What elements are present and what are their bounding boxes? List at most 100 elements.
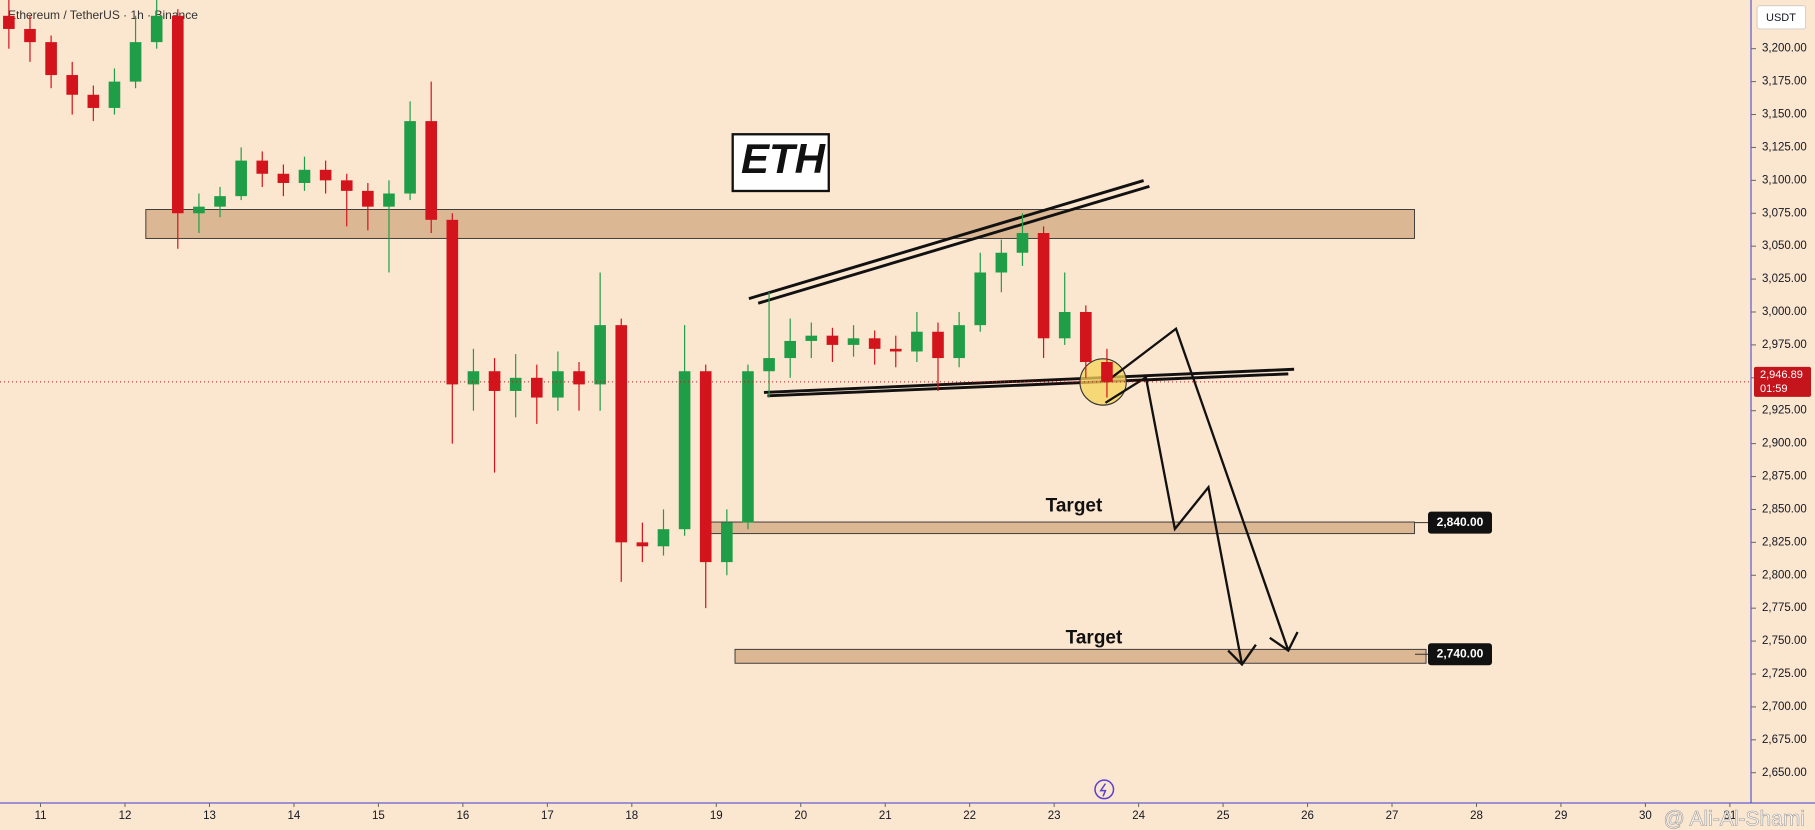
x-tick-label: 24	[1132, 810, 1145, 822]
candle-body	[995, 252, 1008, 273]
y-tick-label: 2,875.00	[1762, 471, 1807, 483]
candle-body	[277, 173, 290, 183]
trend-line	[748, 179, 1145, 301]
candle-body	[319, 169, 332, 181]
currency: USDT	[1766, 12, 1796, 24]
y-tick-label: 2,675.00	[1762, 734, 1807, 746]
candle-body	[235, 160, 247, 197]
candle-body	[404, 121, 416, 194]
x-tick-label: 11	[35, 810, 47, 822]
x-tick-label: 19	[710, 810, 723, 822]
chart-label: ETH	[741, 135, 827, 182]
candle-body	[87, 94, 100, 108]
highlight-circle	[1079, 358, 1127, 406]
trend-line	[757, 184, 1150, 305]
x-tick-label: 25	[1217, 810, 1230, 822]
candle-body	[171, 15, 184, 214]
drawings	[145, 5, 1807, 800]
x-tick-label: 12	[119, 810, 132, 822]
x-tick-label: 27	[1386, 810, 1399, 822]
x-tick-label: 14	[288, 810, 301, 822]
y-tick-label: 3,125.00	[1762, 141, 1807, 153]
candle-body	[509, 377, 522, 391]
candle-body	[256, 160, 269, 174]
candle-body	[1080, 311, 1092, 363]
candle-body	[193, 206, 205, 214]
x-tick-label: 20	[794, 810, 807, 822]
candle-body	[66, 75, 79, 95]
y-tick-label: 3,075.00	[1762, 207, 1807, 219]
candle-body	[889, 348, 902, 352]
level-label: 2,840.00	[1437, 515, 1484, 529]
candle-body	[721, 522, 733, 563]
candle-body	[636, 542, 649, 547]
candle-body	[826, 335, 839, 345]
y-tick-label: 2,825.00	[1762, 536, 1807, 548]
candle-body	[530, 377, 543, 398]
candle-body	[763, 358, 775, 372]
y-tick-label: 2,750.00	[1762, 635, 1807, 647]
level-text: Target	[1046, 496, 1103, 517]
candle-body	[742, 371, 754, 523]
currency-box	[1756, 5, 1807, 30]
candle-body	[383, 193, 395, 207]
y-tick-label: 2,850.00	[1762, 503, 1807, 515]
level-text: Target	[1066, 627, 1123, 648]
y-tick-label: 2,725.00	[1762, 668, 1807, 680]
x-tick-label: 17	[541, 810, 554, 822]
candle-body	[784, 340, 796, 359]
y-tick-label: 3,100.00	[1762, 174, 1807, 186]
candle-body	[552, 371, 564, 398]
candle-body	[24, 28, 36, 43]
y-tick-label: 3,025.00	[1762, 273, 1807, 285]
replay-icon	[1099, 783, 1107, 797]
y-tick-label: 3,050.00	[1762, 240, 1807, 252]
y-tick-label: 2,650.00	[1762, 767, 1807, 779]
watermark: @ Ali-Al-Shami	[1663, 808, 1805, 830]
candle-body	[108, 81, 121, 108]
candle-body	[805, 335, 818, 341]
projection-arrow	[1104, 375, 1244, 665]
candle-body	[1037, 233, 1050, 339]
candle-body	[678, 371, 691, 530]
resistance-zone	[145, 209, 1415, 239]
x-tick-label: 22	[963, 810, 976, 822]
candle-body	[699, 371, 712, 563]
y-tick-label: 2,700.00	[1762, 701, 1807, 713]
y-tick-label: 2,775.00	[1762, 602, 1807, 614]
candle-body	[150, 15, 163, 43]
candle-body	[129, 42, 142, 82]
candle-body	[340, 180, 353, 191]
x-tick-label: 28	[1470, 810, 1483, 822]
arrow-head	[1227, 644, 1257, 667]
candle-body	[573, 371, 585, 385]
candle-body	[446, 219, 459, 385]
x-tick-label: 15	[372, 810, 385, 822]
y-tick-label: 3,150.00	[1762, 109, 1807, 121]
y-tick-label: 2,975.00	[1762, 339, 1807, 351]
candle-body	[615, 325, 628, 543]
chart-title: Ethereum / TetherUS · 1h · Binance	[8, 8, 198, 22]
x-tick-label: 29	[1555, 810, 1568, 822]
y-tick-label: 2,900.00	[1762, 438, 1807, 450]
target-zone	[734, 648, 1427, 664]
projection-arrow	[1108, 326, 1290, 651]
y-tick-label: 3,000.00	[1762, 306, 1807, 318]
candle-body	[932, 331, 944, 359]
countdown: 01:59	[1760, 383, 1788, 395]
trend-line	[763, 367, 1295, 394]
y-tick-label: 3,200.00	[1762, 43, 1807, 55]
x-tick-label: 18	[625, 810, 638, 822]
candle-body	[1101, 362, 1113, 382]
replay-icon	[1094, 779, 1115, 800]
candle-body	[953, 325, 965, 359]
candle-body	[298, 169, 311, 183]
x-tick-label: 23	[1048, 810, 1061, 822]
candle-body	[467, 371, 480, 385]
level-label-box	[1428, 511, 1492, 534]
candle-body	[425, 121, 438, 220]
candle-body	[974, 272, 987, 326]
